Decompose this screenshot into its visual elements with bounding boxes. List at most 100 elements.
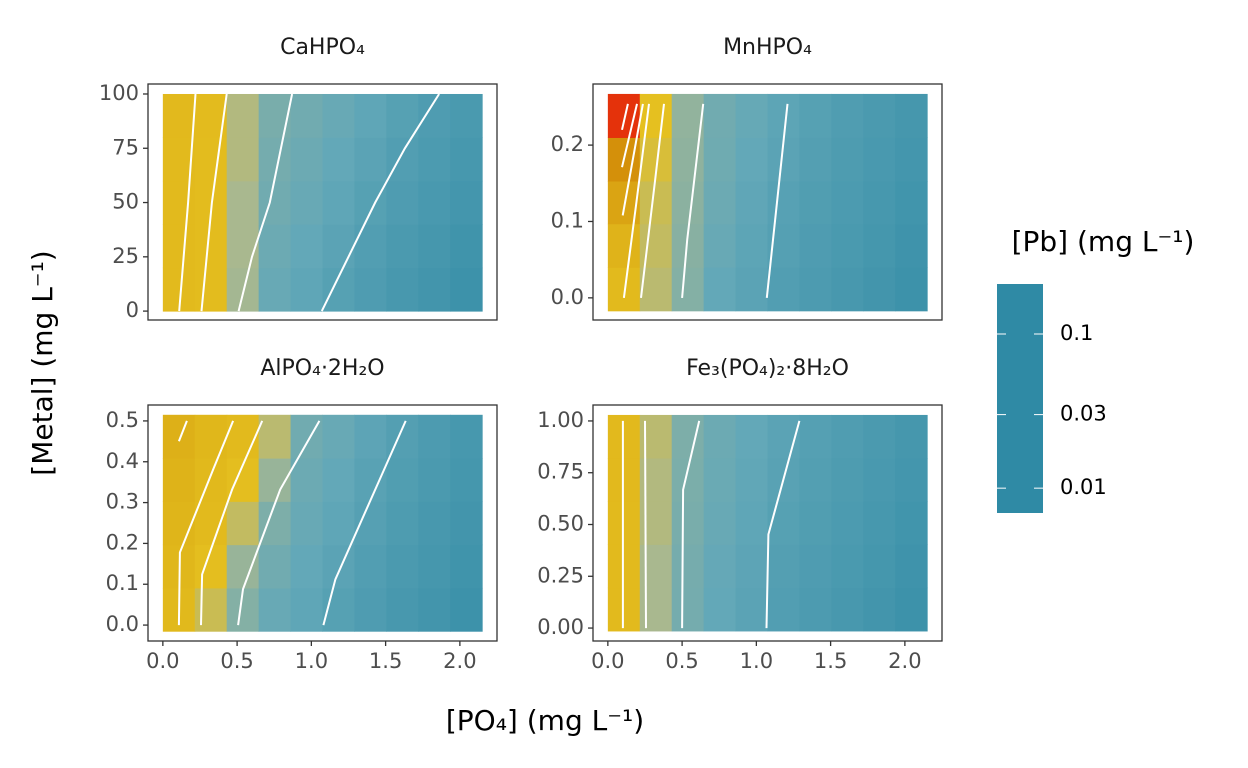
heat-cell (895, 223, 928, 268)
heat-cell (703, 501, 737, 545)
heat-cell (895, 458, 928, 502)
heat-cell (607, 93, 641, 138)
heat-cell (418, 224, 451, 269)
heat-cell (863, 223, 896, 268)
heat-cell (831, 223, 864, 268)
contour-line (640, 103, 665, 299)
x-tick-label: 1.5 (369, 649, 402, 673)
panel-title: CaHPO₄ (280, 35, 365, 60)
colorbar (997, 284, 1043, 513)
x-axis-title: [PO₄] (mg L⁻¹) (446, 704, 644, 737)
heat-cell (258, 224, 292, 269)
heat-cell (863, 180, 896, 225)
panel-title: AlPO₄·2H₂O (260, 356, 384, 381)
heat-cell (450, 414, 483, 459)
y-tick-label: 0.2 (106, 530, 139, 554)
heat-cell (799, 587, 832, 632)
heat-cell (386, 458, 419, 502)
heat-cell (863, 501, 896, 545)
heat-cell (607, 587, 641, 632)
heat-cell (735, 501, 768, 545)
heat-cell (895, 93, 928, 138)
y-tick-label: 25 (112, 244, 139, 268)
heat-cell (258, 93, 292, 138)
heat-cell (767, 180, 800, 225)
heat-cell (322, 93, 355, 138)
heat-cell (639, 587, 673, 632)
heat-cell (831, 501, 864, 545)
heat-cell (703, 544, 737, 589)
x-tick-label: 2.0 (443, 649, 476, 673)
x-tick-label: 0.0 (146, 649, 179, 673)
heat-cell (703, 458, 737, 502)
heat-cell (290, 267, 323, 312)
heat-cell (418, 180, 451, 225)
contour-line (621, 103, 644, 216)
heat-cell (895, 501, 928, 545)
heat-cell (703, 137, 737, 182)
y-tick-label: 75 (112, 135, 139, 159)
heat-cell (767, 267, 800, 312)
heat-cell (639, 180, 673, 225)
y-tick-label: 0.5 (106, 408, 139, 432)
heat-cell (354, 137, 387, 182)
heat-cell (735, 180, 768, 225)
heat-cell (290, 224, 323, 269)
heat-cell (162, 93, 196, 138)
heat-cell (767, 587, 800, 632)
heat-cell (290, 458, 323, 502)
heat-cell (671, 501, 705, 545)
heat-cell (607, 458, 641, 502)
heat-cell (226, 180, 260, 225)
heat-cell (831, 137, 864, 182)
heat-cell (290, 137, 323, 182)
x-tick-label: 0.5 (220, 649, 253, 673)
heat-cell (450, 267, 483, 312)
heat-cell (290, 544, 323, 589)
panel-border (592, 83, 943, 321)
panel: Fe₃(PO₄)₂·8H₂O 0.00 0.25 0.50 0.75 1.00 0.0 0.5… (537, 356, 943, 673)
heat-cell (703, 587, 737, 632)
heat-cell (703, 414, 737, 459)
contour-line (621, 103, 629, 131)
colorbar-label: 0.1 (1060, 321, 1093, 345)
x-tick-label: 1.0 (740, 649, 773, 673)
heat-cell (162, 414, 196, 459)
heat-cell (322, 137, 355, 182)
y-tick-label: 1.00 (537, 408, 584, 432)
heat-cell (863, 587, 896, 632)
heat-cell (607, 414, 641, 459)
heat-cell (354, 224, 387, 269)
heat-cell (639, 267, 673, 312)
colorbar-label: 0.01 (1060, 475, 1107, 499)
heat-cell (607, 223, 641, 268)
heat-cell (194, 267, 228, 312)
contour-line (765, 103, 789, 299)
heat-cell (671, 93, 705, 138)
heat-cell (450, 587, 483, 632)
heat-cell (799, 180, 832, 225)
heat-cell (831, 458, 864, 502)
y-tick-label: 0.25 (537, 563, 584, 587)
y-tick-label: 0.1 (551, 208, 584, 232)
heat-cell (162, 180, 196, 225)
heat-cell (258, 501, 292, 546)
heat-cell (831, 93, 864, 138)
contour-line (237, 420, 321, 626)
heat-cell (418, 544, 451, 589)
heat-cell (735, 223, 768, 268)
contour-line (237, 93, 294, 312)
heat-cell (322, 544, 355, 589)
heat-cell (418, 137, 451, 182)
y-tick-label: 0.0 (106, 612, 139, 636)
heat-cell (194, 501, 228, 546)
heat-cell (895, 414, 928, 459)
heat-cell (799, 501, 832, 545)
panel: AlPO₄·2H₂O 0.0 0.1 0.2 0.3 0.4 0.5 0.0 0.5 1.0 1.5… (106, 356, 498, 673)
heat-cell (799, 458, 832, 502)
heat-cell (671, 180, 705, 225)
heat-cell (863, 267, 896, 312)
heat-cell (290, 180, 323, 225)
